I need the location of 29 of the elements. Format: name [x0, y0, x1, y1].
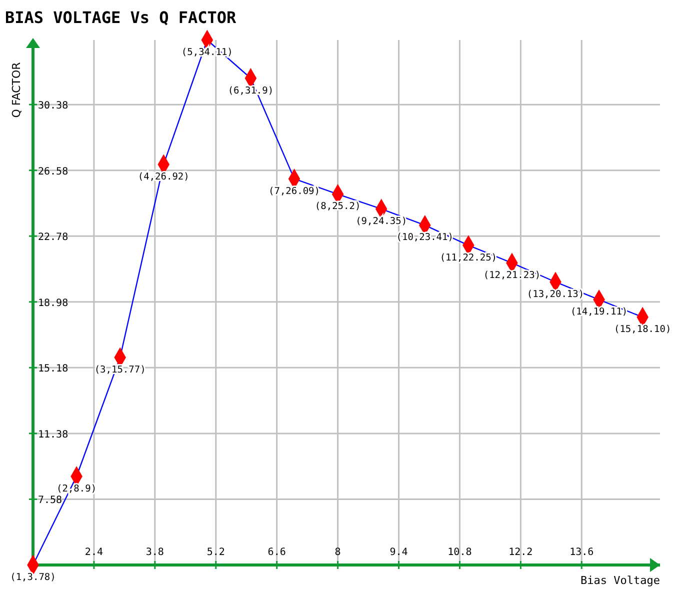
data-label: (8,25.2) — [314, 201, 361, 212]
y-tick-label: 22.78 — [38, 232, 68, 244]
data-label: (7,26.09) — [268, 186, 320, 197]
x-tick-label: 10.8 — [448, 547, 472, 558]
chart-title: BIAS VOLTAGE Vs Q FACTOR — [5, 8, 237, 27]
x-tick-label: 13.6 — [570, 547, 594, 558]
y-tick-label: 7.58 — [38, 495, 62, 506]
y-axis-title: Q FACTOR — [10, 62, 23, 118]
data-label: (12,21.23) — [483, 270, 541, 281]
x-axis-title: Bias Voltage — [580, 574, 660, 587]
x-tick-label: 8 — [334, 547, 341, 558]
x-tick-label: 2.4 — [84, 547, 103, 558]
data-label: (14,19.11) — [570, 306, 628, 318]
y-tick-label: 30.38 — [38, 100, 68, 112]
data-label: (9,24.35) — [356, 216, 408, 227]
x-tick-label: 9.4 — [390, 547, 408, 558]
x-tick-label: 3.8 — [146, 547, 164, 558]
data-label: (10,23.41) — [396, 232, 454, 244]
data-label: (1,3.78) — [10, 572, 56, 583]
data-label: (11,22.25) — [440, 252, 498, 264]
x-tick-label: 5.2 — [206, 547, 225, 558]
y-tick-label: 26.58 — [38, 166, 68, 178]
y-tick-label: 18.98 — [38, 298, 68, 309]
x-tick-label: 12.2 — [508, 547, 533, 558]
data-label: (13,20.13) — [526, 288, 584, 300]
data-label: (15,18.10) — [614, 324, 672, 336]
x-tick-label: 6.6 — [268, 547, 286, 558]
y-tick-label: 11.38 — [38, 429, 68, 440]
y-tick-label: 15.18 — [38, 364, 68, 375]
